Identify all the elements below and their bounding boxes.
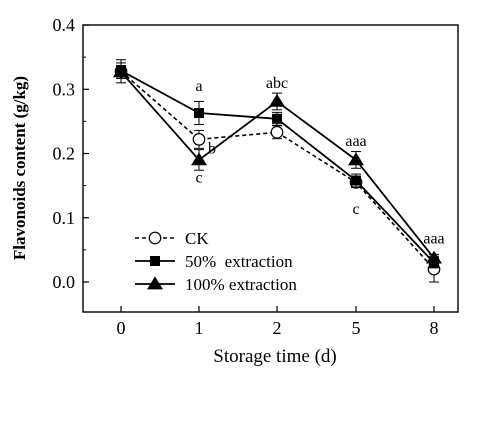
- data-point-circle: [148, 231, 162, 245]
- legend-item: 100% extraction: [135, 275, 297, 294]
- legend-item: CK: [135, 229, 209, 248]
- data-point-triangle: [348, 152, 364, 166]
- significance-letter: aaa: [345, 133, 366, 150]
- x-tick-label: 2: [273, 318, 282, 338]
- data-point-circle: [270, 125, 284, 139]
- x-tick-label: 5: [352, 318, 361, 338]
- y-axis-ticks: 0.0 0.1 0.2 0.3 0.4: [53, 15, 89, 292]
- significance-letter: a: [195, 78, 202, 95]
- legend: CK 50% extraction 100% extraction: [135, 229, 297, 294]
- data-point-square: [194, 108, 204, 119]
- legend-label: CK: [185, 229, 209, 248]
- data-point-triangle: [426, 250, 442, 264]
- series-layer: [113, 59, 442, 283]
- data-point-triangle: [147, 276, 163, 290]
- y-axis-label: Flavonoids content (g/kg): [10, 76, 29, 260]
- y-tick-label: 0.0: [53, 272, 76, 292]
- significance-letter: abc: [266, 75, 288, 92]
- axes: [82, 24, 459, 313]
- significance-letter: c: [352, 201, 359, 218]
- data-point-square: [272, 113, 282, 124]
- data-point-triangle: [113, 64, 129, 78]
- data-point-circle: [192, 133, 206, 146]
- x-tick-label: 0: [117, 318, 126, 338]
- x-tick-label: 1: [195, 318, 204, 338]
- data-point-triangle: [269, 93, 285, 107]
- y-tick-label: 0.1: [53, 208, 76, 228]
- data-point-triangle: [191, 152, 207, 166]
- y-tick-label: 0.4: [53, 15, 76, 35]
- legend-label: 50% extraction: [185, 252, 293, 271]
- x-axis-label: Storage time (d): [213, 346, 336, 367]
- significance-letter: b: [208, 141, 216, 158]
- plot-frame: [82, 24, 459, 313]
- data-point-square: [351, 175, 361, 186]
- series-100-extraction: [113, 64, 442, 264]
- legend-item: 50% extraction: [135, 252, 293, 271]
- x-tick-label: 8: [430, 318, 439, 338]
- y-tick-label: 0.2: [53, 144, 76, 164]
- significance-letter: c: [195, 169, 202, 186]
- significance-letter: aaa: [423, 230, 444, 247]
- x-axis-ticks: 0 1 2 5 8: [117, 306, 439, 338]
- legend-label: 100% extraction: [185, 275, 297, 294]
- y-tick-label: 0.3: [53, 79, 76, 99]
- data-point-square: [150, 256, 160, 266]
